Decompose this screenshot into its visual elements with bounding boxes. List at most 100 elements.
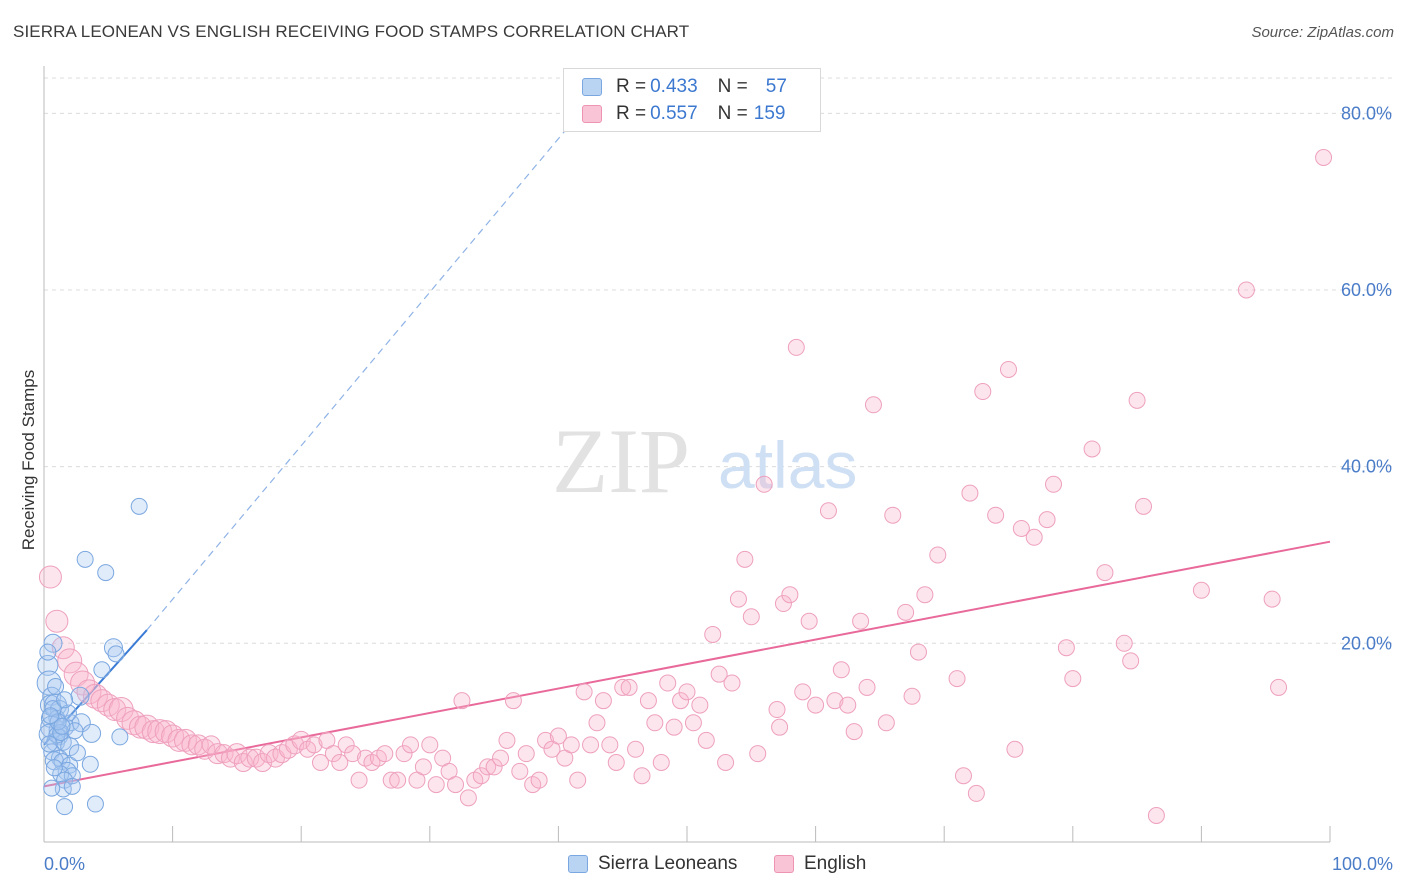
english-point xyxy=(929,546,947,564)
english-point xyxy=(154,720,178,744)
sierra-leonean-point xyxy=(81,755,99,773)
sierra-leonean-point xyxy=(97,564,115,582)
y-axis-label: Receiving Food Stamps xyxy=(19,370,38,550)
english-point xyxy=(549,727,567,745)
english-point xyxy=(954,767,972,785)
sierra-leonean-point xyxy=(56,691,74,709)
english-point xyxy=(51,636,75,660)
english-point xyxy=(601,736,619,754)
english-point xyxy=(588,714,606,732)
sierra-leonean-point xyxy=(86,795,104,813)
english-point xyxy=(1147,807,1165,825)
english-point xyxy=(350,771,368,789)
english-point xyxy=(562,736,580,754)
english-point xyxy=(492,749,510,767)
x-tick-label: 100.0% xyxy=(1332,854,1393,874)
sierra-leonean-trend-line xyxy=(43,629,148,746)
english-point xyxy=(909,643,927,661)
english-point xyxy=(897,603,915,621)
sierra-leonean-point xyxy=(93,661,111,679)
english-point xyxy=(717,754,735,772)
english-point xyxy=(749,745,767,763)
sierra-leonean-point xyxy=(68,744,86,762)
english-point xyxy=(858,678,876,696)
english-point xyxy=(1192,581,1210,599)
sierra-leonean-point xyxy=(103,638,123,658)
english-point xyxy=(427,776,445,794)
legend-n-label: N = xyxy=(717,103,748,124)
english-point xyxy=(414,758,432,776)
english-point xyxy=(659,674,677,692)
y-tick-label: 20.0% xyxy=(1341,633,1392,653)
english-point xyxy=(639,692,657,710)
legend-r-label: R = xyxy=(616,76,647,97)
english-point xyxy=(382,771,400,789)
english-point xyxy=(376,745,394,763)
bottom-legend-swatch-blue xyxy=(568,855,588,873)
english-point xyxy=(582,736,600,754)
watermark-atlas: atlas xyxy=(718,428,857,502)
sierra-leonean-point xyxy=(37,654,59,676)
english-point xyxy=(1115,634,1133,652)
english-point xyxy=(742,608,760,626)
sierra-leonean-point xyxy=(130,497,148,515)
sierra-leonean-point xyxy=(56,798,74,816)
english-point xyxy=(1038,511,1056,529)
bottom-legend-swatch-pink xyxy=(774,855,794,873)
english-point xyxy=(1128,391,1146,409)
english-point xyxy=(684,714,702,732)
correlation-legend: R = 0.433 N = 57 R = 0.557 N = 159 xyxy=(563,68,821,132)
english-point xyxy=(324,745,342,763)
english-point xyxy=(207,743,229,765)
english-point xyxy=(864,396,882,414)
english-point xyxy=(511,762,529,780)
english-point xyxy=(517,745,535,763)
english-point xyxy=(697,731,715,749)
english-point xyxy=(839,696,857,714)
bottom-legend-english: English xyxy=(774,851,866,877)
english-point xyxy=(771,718,789,736)
english-point xyxy=(337,736,355,754)
english-point xyxy=(987,506,1005,524)
english-point xyxy=(736,550,754,568)
english-point xyxy=(781,586,799,604)
bottom-legend-sierra-leoneans: Sierra Leoneans xyxy=(568,851,737,877)
english-point xyxy=(807,696,825,714)
english-point xyxy=(819,502,837,520)
y-tick-label: 40.0% xyxy=(1341,457,1392,477)
english-point xyxy=(220,748,240,768)
y-tick-label: 80.0% xyxy=(1341,103,1392,123)
english-point xyxy=(530,771,548,789)
english-point xyxy=(1096,564,1114,582)
english-point xyxy=(607,754,625,772)
english-point xyxy=(45,609,69,633)
english-point xyxy=(710,665,728,683)
english-point xyxy=(498,731,516,749)
sierra-leonean-point xyxy=(66,722,84,740)
english-point xyxy=(167,728,191,752)
sierra-leonean-point xyxy=(43,779,61,797)
y-tick-label: 60.0% xyxy=(1341,280,1392,300)
english-point xyxy=(311,754,329,772)
english-point xyxy=(63,661,89,687)
english-point xyxy=(826,692,844,710)
english-point xyxy=(226,743,248,765)
english-point xyxy=(569,771,587,789)
legend-r-value: 0.433 xyxy=(650,76,698,97)
watermark: ZIP atlas xyxy=(552,410,857,512)
english-point xyxy=(402,736,420,754)
english-point xyxy=(305,736,323,754)
sierra-leonean-point xyxy=(82,723,102,743)
english-point xyxy=(82,683,108,709)
english-point xyxy=(38,565,62,589)
english-point xyxy=(794,683,812,701)
legend-n-label: N = xyxy=(717,76,748,97)
english-point xyxy=(729,590,747,608)
english-point xyxy=(1057,639,1075,657)
english-point xyxy=(768,701,786,719)
english-point xyxy=(614,678,632,696)
english-point xyxy=(884,506,902,524)
sierra-leonean-point xyxy=(70,686,90,706)
english-point xyxy=(845,723,863,741)
